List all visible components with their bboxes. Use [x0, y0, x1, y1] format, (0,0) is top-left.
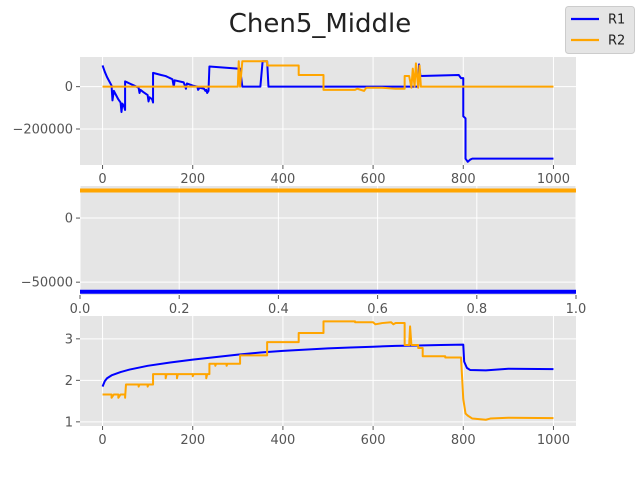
top-series-r1-line [101, 60, 554, 163]
middle-panel: 0.0 0.2 0.4 0.6 0.8 1.0 0 −50000 [21, 186, 587, 317]
top-x-tick-label: 1000 [537, 172, 570, 187]
bottom-x-tick-label: 0 [98, 433, 106, 448]
middle-x-tick-label: 0.6 [367, 302, 388, 317]
middle-y-tick-label: 0 [65, 212, 73, 227]
top-y-tick-label: 0 [65, 80, 73, 95]
bottom-x-tick-label: 600 [361, 433, 386, 448]
middle-x-tick-label: 0.4 [268, 302, 289, 317]
bottom-panel: 0 200 400 600 800 1000 1 2 3 [65, 316, 576, 448]
bottom-x-tick-label: 800 [451, 433, 476, 448]
bottom-y-tick-label: 2 [65, 374, 73, 389]
middle-x-tick-label: 0.0 [70, 302, 91, 317]
bottom-plot-area [80, 316, 576, 426]
top-x-tick-label: 600 [361, 172, 386, 187]
bottom-x-tick-label: 400 [270, 433, 295, 448]
top-panel: 0 200 400 600 800 1000 0 −200000 [12, 57, 576, 187]
top-x-tick-label: 400 [270, 172, 295, 187]
bottom-series-r2-line [102, 320, 554, 421]
legend-label-r2: R2 [608, 34, 625, 49]
legend-label-r1: R1 [608, 13, 625, 28]
bottom-x-tick-label: 200 [180, 433, 205, 448]
figure-title: Chen5_Middle [229, 9, 412, 39]
bottom-y-tick-label: 1 [65, 415, 73, 430]
middle-y-tick-label: −50000 [21, 276, 73, 291]
top-x-tick-label: 0 [98, 172, 106, 187]
top-x-tick-label: 200 [180, 172, 205, 187]
middle-x-tick-label: 0.2 [169, 302, 190, 317]
top-series-r2-line [102, 60, 554, 92]
top-y-tick-label: −200000 [12, 123, 73, 138]
middle-x-tick-label: 0.8 [466, 302, 487, 317]
middle-plot-area [80, 186, 576, 295]
bottom-y-tick-label: 3 [65, 332, 73, 347]
top-x-tick-label: 800 [451, 172, 476, 187]
middle-x-tick-label: 1.0 [566, 302, 587, 317]
legend: R1 R2 [565, 6, 635, 54]
bottom-series-r1-line [101, 343, 554, 387]
bottom-x-tick-label: 1000 [537, 433, 570, 448]
